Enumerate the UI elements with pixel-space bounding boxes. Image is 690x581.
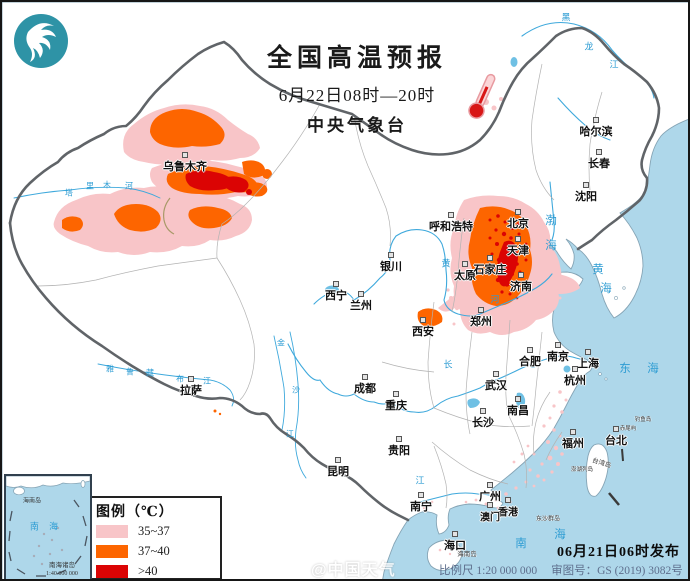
inset-hainan-label: 海南岛 — [22, 498, 42, 505]
legend-row: 37~40 — [96, 542, 214, 561]
legend-title: 图例（℃） — [96, 505, 174, 520]
inset-islands-label: 南海诸岛 — [49, 562, 75, 569]
heat-layer-red — [185, 170, 528, 300]
agency-name: 中央气象台 — [307, 116, 407, 135]
province-borders — [37, 63, 603, 509]
nine-dash-line — [8, 499, 88, 577]
legend-row: >40 — [96, 562, 214, 579]
legend-swatch-pink — [96, 525, 128, 538]
legend-swatch-red — [96, 565, 128, 578]
island-marks — [608, 448, 624, 506]
issue-time: 06月21日06时发布 — [557, 545, 680, 560]
map-scale: 比例尺 1:20 000 000 — [439, 565, 538, 577]
south-china-sea-inset: 海南岛 南 海 南海诸岛 1:40 000 000 — [4, 474, 92, 579]
inset-scale: 1:40 000 000 — [46, 571, 78, 577]
watermark: @中国天气 — [285, 556, 396, 579]
taiwan-island — [585, 443, 609, 497]
cma-logo — [14, 14, 68, 68]
dragon-glyph — [26, 23, 56, 62]
inset-islands — [32, 526, 64, 566]
inset-map — [5, 475, 91, 577]
hainan-island — [426, 539, 463, 571]
approval-number: 审图号：GS (2019) 3082号 — [551, 565, 683, 577]
thermometer-icon — [468, 73, 496, 119]
legend-swatch-orange — [96, 545, 128, 558]
map-scale-row: 比例尺 1:20 000 000 审图号：GS (2019) 3082号 — [439, 562, 687, 578]
desert-river — [163, 197, 175, 235]
title-block: 全国高温预报 6月22日08时—20时 中央气象台 — [212, 38, 502, 136]
legend-label: 35~37 — [138, 524, 170, 538]
watermark-text: @中国天气 — [311, 562, 396, 579]
page-title: 全国高温预报 — [266, 45, 447, 72]
weibo-icon — [286, 560, 306, 577]
national-border — [8, 26, 661, 522]
legend-label: >40 — [138, 564, 158, 578]
legend-label: 37~40 — [138, 544, 170, 558]
inset-sea-label: 南 海 — [29, 521, 63, 532]
legend: 图例（℃） 35~37 37~40 >40 — [88, 496, 222, 579]
legend-row: 35~37 — [96, 522, 214, 541]
forecast-period: 6月22日08时—20时 — [278, 86, 436, 105]
